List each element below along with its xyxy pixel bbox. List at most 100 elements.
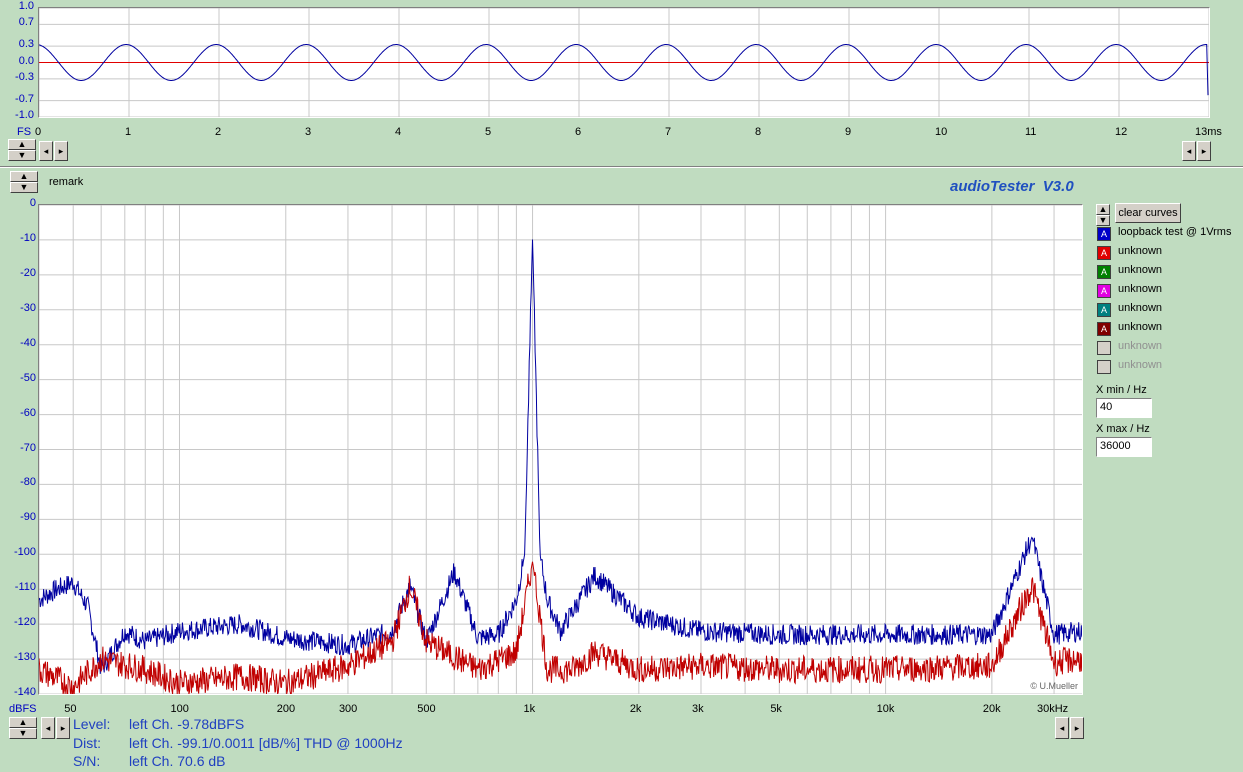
spin-down-icon[interactable]: ▼ — [1096, 215, 1110, 226]
scope-x-tick: 5 — [485, 126, 492, 138]
legend-toggle-6[interactable]: A — [1097, 322, 1111, 336]
app-title: audioTester V3.0 — [950, 178, 1074, 195]
scope-x-tick: 3 — [305, 126, 312, 138]
spectrum-x-tick: 200 — [276, 703, 296, 715]
spectrum-canvas — [39, 205, 1082, 694]
scope-y-unit: FS — [17, 126, 32, 138]
spectrum-y-tick: 0 — [29, 197, 36, 209]
dist-label: Dist: — [73, 735, 101, 751]
legend-label: unknown — [1118, 340, 1163, 352]
spectrum-x-unit: 30kHz — [1037, 703, 1069, 715]
spin-up-icon[interactable]: ▲ — [1096, 204, 1110, 215]
section-divider — [0, 166, 1243, 168]
scope-y-tick: -1.0 — [15, 109, 34, 121]
scope-y-zoom-spinner[interactable]: ▲ ▼ — [8, 139, 36, 161]
spectrum-series-line — [39, 561, 1082, 694]
legend-label: unknown — [1118, 283, 1163, 295]
scope-canvas — [39, 8, 1209, 117]
dist-value: left Ch. -99.1/0.0011 [dB/%] THD @ 1000H… — [129, 735, 403, 751]
spectrum-y-tick: -140 — [13, 686, 36, 698]
scope-x-tick: 6 — [575, 126, 582, 138]
legend-toggle-8[interactable] — [1097, 360, 1111, 374]
legend-label: unknown — [1118, 245, 1163, 257]
spectrum-x-tick: 3k — [691, 703, 704, 715]
scope-x-unit: 13ms — [1195, 126, 1222, 138]
spectrum-x-tick: 10k — [876, 703, 895, 715]
legend-label: unknown — [1118, 359, 1163, 371]
legend-label: loopback test @ 1Vrms — [1118, 226, 1232, 238]
level-value: left Ch. -9.78dBFS — [129, 716, 245, 732]
scope-y-tick: -0.7 — [15, 92, 34, 105]
legend-toggle-5[interactable]: A — [1097, 303, 1111, 317]
level-label: Level: — [73, 716, 111, 732]
spectrum-y-tick: -130 — [13, 651, 36, 664]
spectrum-y-tick: -30 — [20, 301, 36, 314]
spectrum-zoom-left-button[interactable]: ◂ — [1055, 717, 1069, 739]
scope-x-tick: 2 — [215, 126, 222, 138]
remark-spinner[interactable]: ▲ ▼ — [10, 171, 38, 193]
spectrum-x-tick: 20k — [982, 703, 1001, 715]
scope-x-tick: 4 — [395, 126, 402, 138]
legend-toggle-7[interactable] — [1097, 341, 1111, 355]
xmax-label: X max / Hz — [1096, 423, 1150, 435]
scope-x-tick: 10 — [935, 126, 948, 138]
legend-toggle-4[interactable]: A — [1097, 284, 1111, 298]
spectrum-x-tick: 300 — [338, 703, 358, 715]
spectrum-x-tick: 1k — [523, 703, 536, 715]
spectrum-y-tick: -20 — [20, 266, 36, 279]
spectrum-scroll-left-button[interactable]: ◂ — [41, 717, 55, 739]
xmax-field[interactable]: 36000 — [1096, 437, 1152, 457]
xmin-field[interactable]: 40 — [1096, 398, 1152, 418]
spectrum-y-zoom-spinner[interactable]: ▲ ▼ — [9, 717, 37, 739]
scope-y-tick: -0.3 — [15, 70, 34, 83]
scope-y-tick: 0.3 — [18, 38, 34, 51]
scope-scroll-left-button[interactable]: ◂ — [39, 141, 53, 161]
spectrum-y-tick: -50 — [20, 371, 36, 384]
legend-toggle-1[interactable]: A — [1097, 227, 1111, 241]
legend-toggle-3[interactable]: A — [1097, 265, 1111, 279]
spectrum-zoom-right-button[interactable]: ▸ — [1070, 717, 1084, 739]
scope-y-tick: 0.7 — [18, 16, 34, 29]
spin-up-icon[interactable]: ▲ — [8, 139, 36, 150]
scope-zoom-left-button[interactable]: ◂ — [1182, 141, 1196, 161]
spectrum-y-tick: -100 — [13, 546, 36, 559]
legend-spinner[interactable]: ▲ ▼ — [1096, 204, 1110, 226]
scope-x-tick: 0 — [35, 126, 42, 138]
sn-label: S/N: — [73, 753, 101, 769]
scope-y-tick: 0.0 — [18, 54, 34, 67]
scope-signal-line — [39, 44, 1209, 96]
legend-label: unknown — [1118, 264, 1163, 276]
scope-zoom-right-button[interactable]: ▸ — [1197, 141, 1211, 161]
spectrum-x-tick: 500 — [417, 703, 436, 715]
scope-y-tick: 1.0 — [18, 0, 34, 12]
legend-label: unknown — [1118, 302, 1163, 314]
scope-plot — [38, 7, 1210, 118]
spectrum-y-tick: -90 — [20, 511, 36, 524]
spectrum-y-tick: -120 — [13, 616, 36, 629]
scope-x-tick: 7 — [665, 126, 672, 138]
scope-x-tick: 9 — [845, 126, 852, 138]
spectrum-y-unit: dBFS — [9, 703, 37, 715]
spectrum-series-line — [39, 239, 1082, 674]
spin-down-icon[interactable]: ▼ — [8, 150, 36, 161]
copyright-label: © U.Mueller — [1030, 681, 1078, 691]
spectrum-scroll-right-button[interactable]: ▸ — [56, 717, 70, 739]
spectrum-x-tick: 50 — [64, 703, 77, 715]
spectrum-plot: © U.Mueller — [38, 204, 1083, 695]
spectrum-y-tick: -40 — [20, 336, 36, 349]
sn-value: left Ch. 70.6 dB — [129, 753, 226, 769]
remark-label: remark — [49, 176, 84, 188]
spin-down-icon[interactable]: ▼ — [9, 728, 37, 739]
spin-down-icon[interactable]: ▼ — [10, 182, 38, 193]
spectrum-x-tick: 100 — [170, 703, 189, 715]
spectrum-y-tick: -80 — [20, 476, 36, 489]
spectrum-x-tick: 5k — [770, 703, 782, 715]
spin-up-icon[interactable]: ▲ — [10, 171, 38, 182]
spin-up-icon[interactable]: ▲ — [9, 717, 37, 728]
spectrum-y-tick: -10 — [20, 231, 36, 244]
legend-toggle-2[interactable]: A — [1097, 246, 1111, 260]
scope-x-tick: 12 — [1115, 126, 1128, 138]
scope-scroll-right-button[interactable]: ▸ — [54, 141, 68, 161]
spectrum-y-tick: -70 — [20, 441, 36, 454]
clear-curves-button[interactable]: clear curves — [1115, 203, 1181, 223]
